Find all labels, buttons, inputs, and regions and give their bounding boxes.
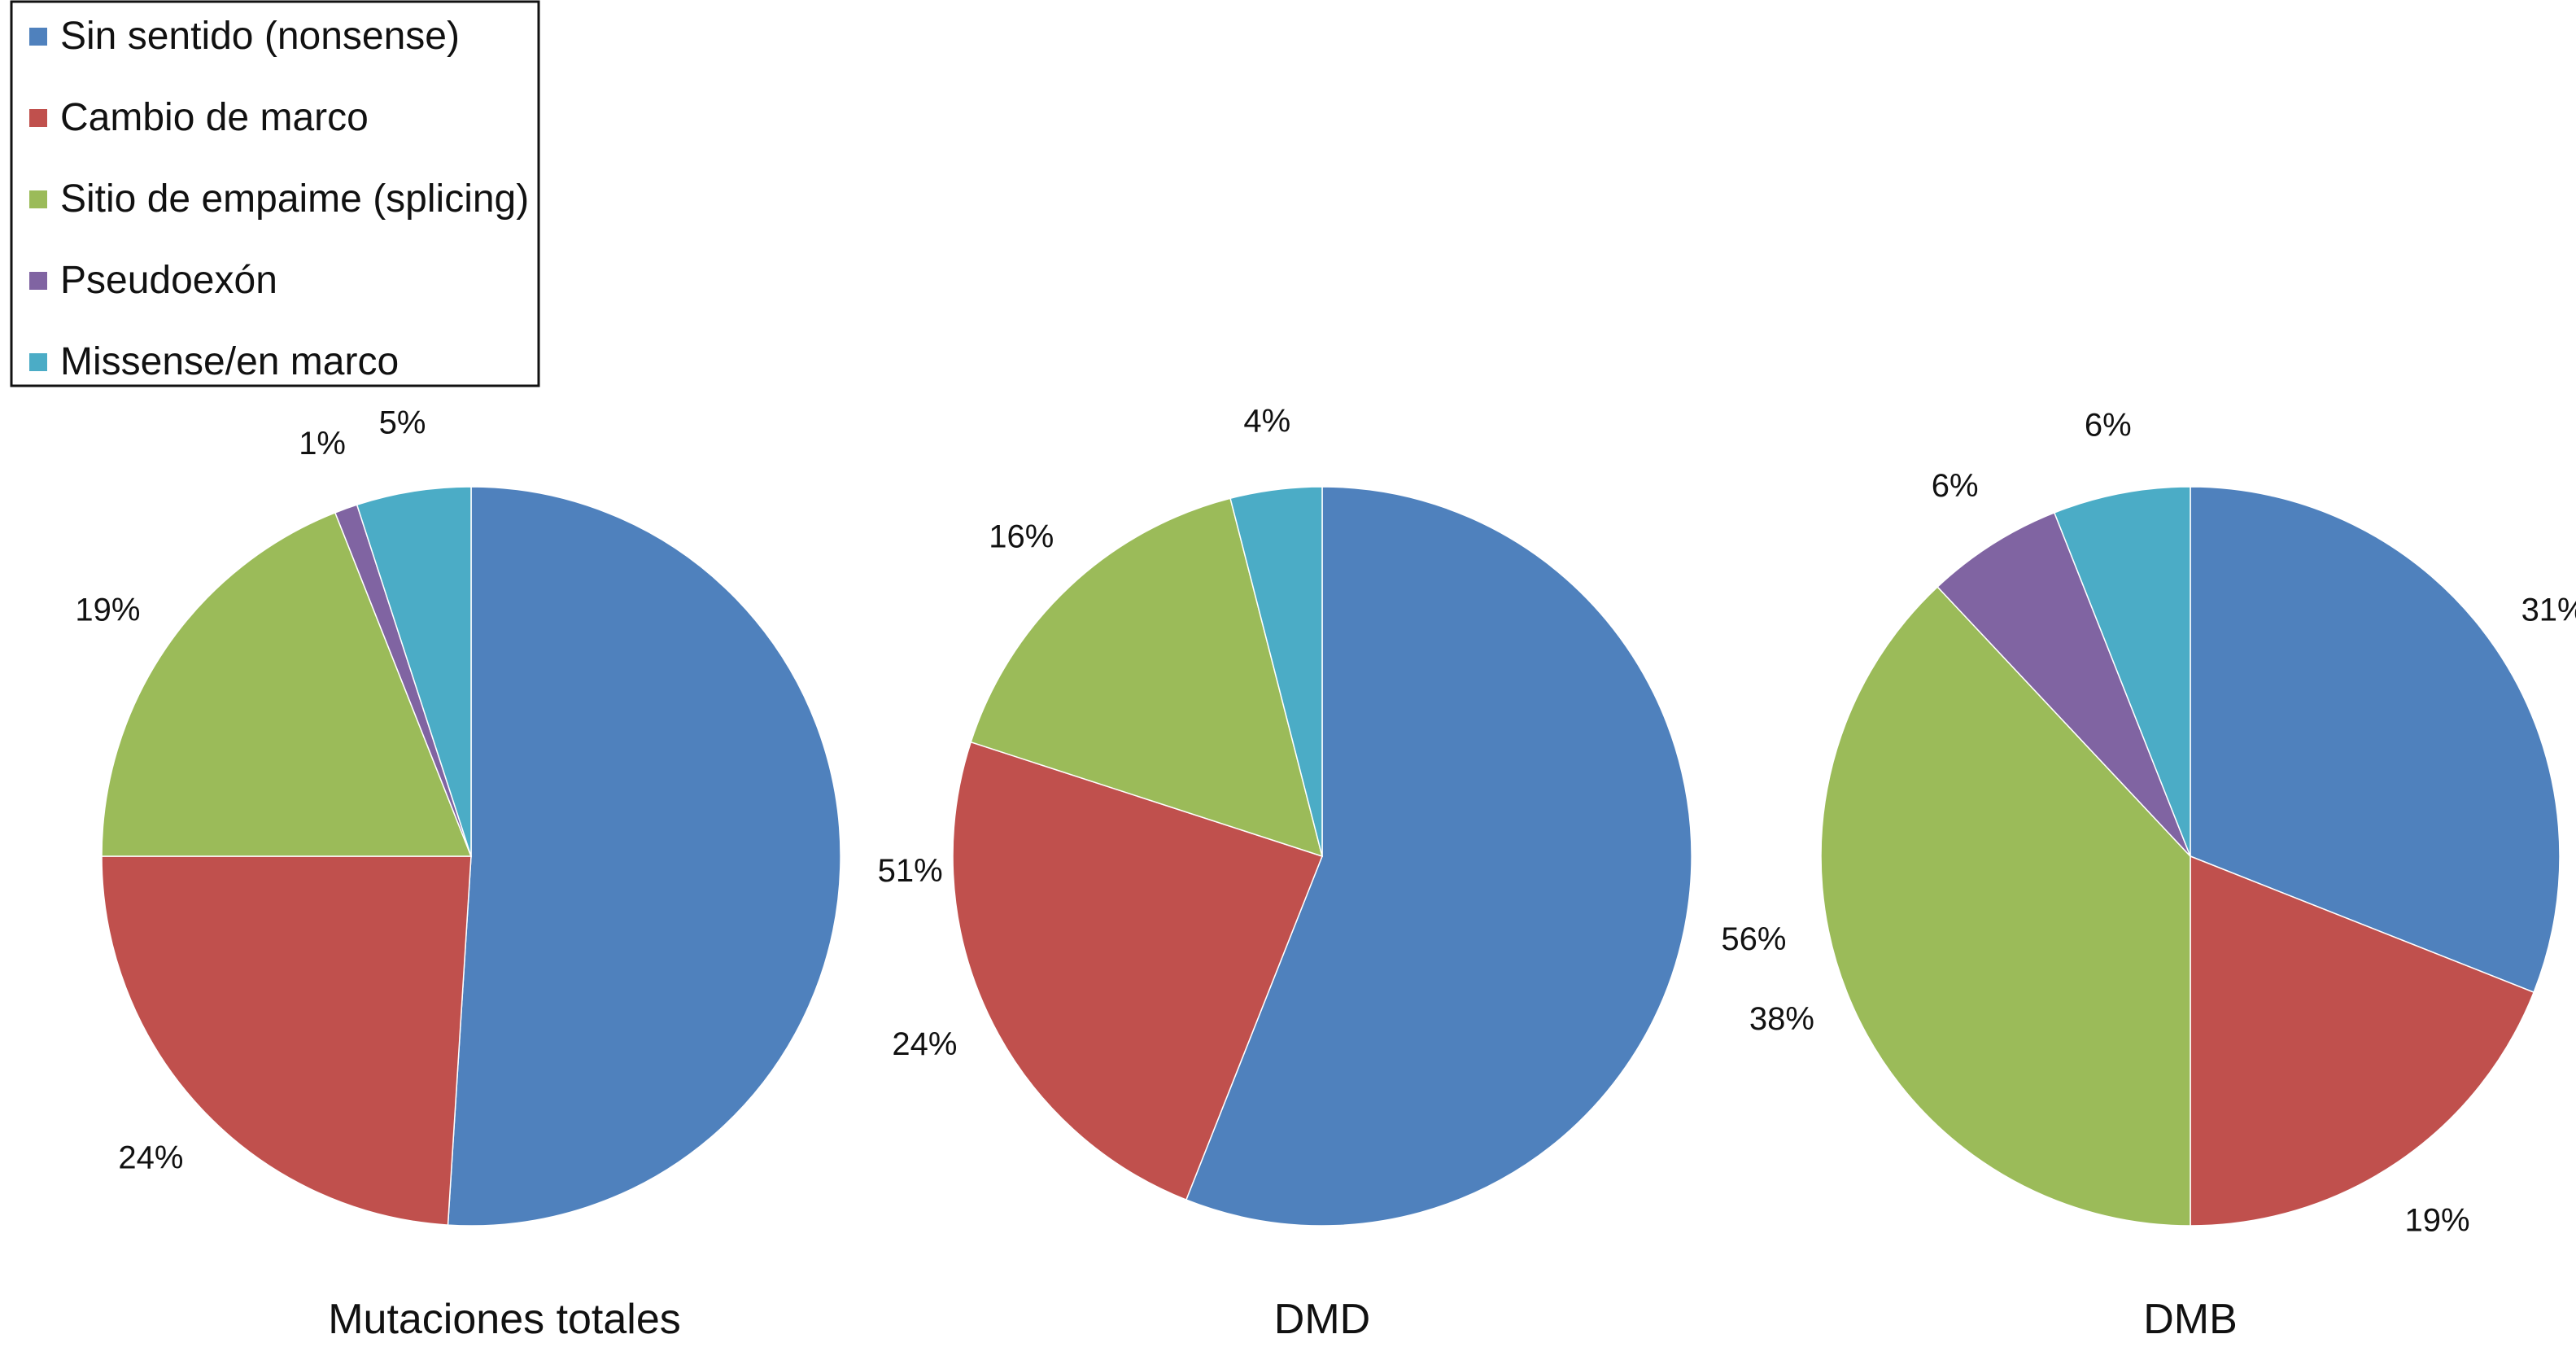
- pie-slice-dmb-sin-sentido-nonsense: [2190, 486, 2561, 994]
- legend-label-pseudoexon: Pseudoexón: [60, 259, 277, 302]
- pie-slice-dmd-cambio-de-marco: [952, 741, 1323, 1201]
- pie-dmd: 56% 24% 16% 4% DMD: [892, 403, 1786, 1343]
- legend: Sin sentido (nonsense) Cambio de marco Sit…: [10, 0, 540, 387]
- slice-label-dmb-cambio-de-marco: 19%: [2404, 1203, 2469, 1239]
- pie-mutaciones-totales: 51% 24% 19% 1% 5% Mutaciones totales: [75, 405, 942, 1343]
- slice-label-mutaciones-totales-pseudoexon: 1%: [299, 426, 346, 461]
- legend-label-cambio-de-marco: Cambio de marco: [60, 96, 369, 139]
- slice-label-dmd-missense-en-marco: 4%: [1243, 403, 1290, 439]
- pie-dmb: 31% 19% 38% 6% 6% DMB: [1749, 408, 2576, 1343]
- pie-title-mutaciones-totales: Mutaciones totales: [328, 1296, 681, 1343]
- slice-label-mutaciones-totales-sitio-de-empaime-splicing: 19%: [75, 593, 140, 628]
- slice-label-mutaciones-totales-missense-en-marco: 5%: [379, 405, 426, 441]
- legend-label-missense-en-marco: Missense/en marco: [60, 340, 399, 383]
- legend-swatch-cambio-de-marco: [29, 109, 47, 127]
- pie-slice-dmd-missense-en-marco: [1229, 486, 1323, 857]
- pie-slice-dmd-sitio-de-empaime-splicing: [970, 497, 1324, 858]
- legend-label-sin-sentido-nonsense: Sin sentido (nonsense): [60, 15, 460, 58]
- pie-title-dmb: DMB: [2143, 1296, 2238, 1343]
- slice-label-dmb-pseudoexon: 6%: [1932, 468, 1979, 504]
- legend-box: [10, 0, 540, 387]
- slice-label-dmd-cambio-de-marco: 24%: [892, 1026, 957, 1062]
- pie-slice-mutaciones-totales-sin-sentido-nonsense: [447, 486, 841, 1227]
- pie-slice-dmb-pseudoexon: [1936, 511, 2191, 857]
- slice-label-dmb-sin-sentido-nonsense: 31%: [2521, 593, 2576, 628]
- pie-slice-mutaciones-totales-missense-en-marco: [356, 486, 472, 857]
- pie-slice-dmb-missense-en-marco: [2053, 486, 2191, 857]
- pie-slice-dmb-sitio-de-empaime-splicing: [1820, 585, 2191, 1227]
- slice-label-mutaciones-totales-cambio-de-marco: 24%: [118, 1140, 183, 1176]
- pie-charts: 51% 24% 19% 1% 5% Mutaciones totales 56% 24% 16%…: [75, 403, 2576, 1343]
- slice-label-dmd-sitio-de-empaime-splicing: 16%: [989, 518, 1054, 554]
- pie-slice-dmb-cambio-de-marco: [2190, 855, 2535, 1227]
- legend-label-sitio-de-empaime-splicing: Sitio de empaime (splicing): [60, 177, 529, 221]
- legend-swatch-sin-sentido-nonsense: [29, 28, 47, 46]
- pie-title-dmd: DMD: [1274, 1296, 1370, 1343]
- slice-label-dmb-sitio-de-empaime-splicing: 38%: [1749, 1001, 1814, 1037]
- legend-swatch-sitio-de-empaime-splicing: [29, 190, 47, 208]
- slice-label-dmb-missense-en-marco: 6%: [2085, 408, 2132, 444]
- slice-label-dmd-sin-sentido-nonsense: 56%: [1721, 921, 1786, 957]
- legend-swatch-missense-en-marco: [29, 353, 47, 371]
- pie-slice-mutaciones-totales-cambio-de-marco: [101, 855, 472, 1226]
- legend-swatch-pseudoexon: [29, 272, 47, 290]
- slice-label-mutaciones-totales-sin-sentido-nonsense: 51%: [878, 853, 943, 889]
- pie-slice-dmd-sin-sentido-nonsense: [1185, 486, 1692, 1227]
- pie-slice-mutaciones-totales-sitio-de-empaime-splicing: [101, 511, 473, 857]
